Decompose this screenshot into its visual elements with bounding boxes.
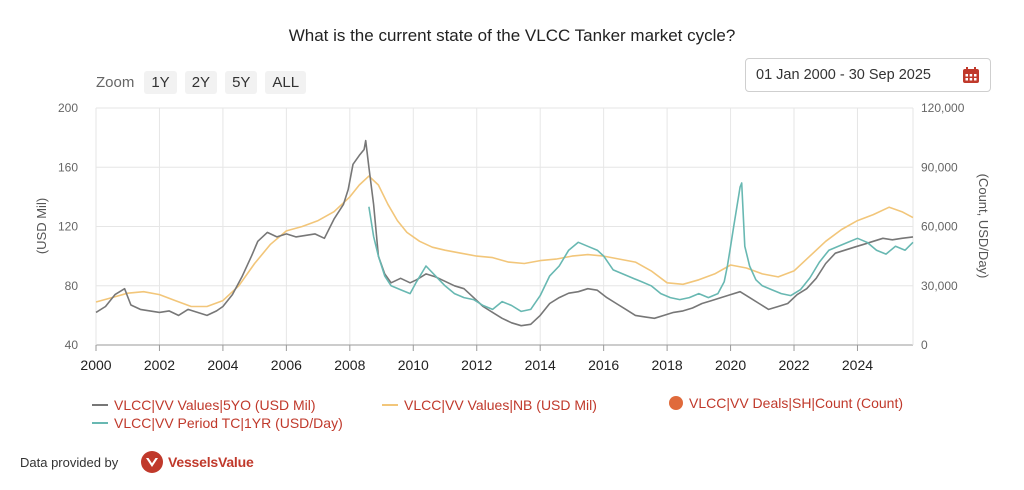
y-axis-left-label: (USD Mil) bbox=[34, 198, 49, 254]
legend-item-period-tc[interactable]: VLCC|VV Period TC|1YR (USD/Day) bbox=[92, 415, 343, 431]
x-tick-label: 2000 bbox=[80, 357, 111, 373]
legend-swatch-values-nb bbox=[382, 404, 398, 406]
calendar-icon[interactable] bbox=[962, 66, 980, 84]
zoom-2y-button[interactable]: 2Y bbox=[184, 71, 218, 94]
x-tick-label: 2008 bbox=[334, 357, 365, 373]
vesselsvalue-logo[interactable]: VesselsValue bbox=[140, 450, 254, 474]
y-left-tick-label: 80 bbox=[65, 279, 79, 293]
brand-name: VesselsValue bbox=[168, 454, 254, 470]
legend-label-period-tc: VLCC|VV Period TC|1YR (USD/Day) bbox=[114, 415, 343, 431]
legend-item-values-nb[interactable]: VLCC|VV Values|NB (USD Mil) bbox=[382, 397, 597, 413]
legend-swatch-values-5yo bbox=[92, 404, 108, 406]
x-tick-label: 2014 bbox=[525, 357, 556, 373]
y-right-tick-label: 30,000 bbox=[921, 279, 958, 293]
x-tick-label: 2016 bbox=[588, 357, 619, 373]
legend-label-values-5yo: VLCC|VV Values|5YO (USD Mil) bbox=[114, 397, 316, 413]
legend-dot-deals bbox=[669, 396, 683, 410]
y-left-tick-label: 120 bbox=[58, 220, 78, 234]
vesselsvalue-logo-icon bbox=[141, 451, 163, 473]
chart-canvas: 2000 2002 2004 2006 2008 2010 2012 2014 2016 2018… bbox=[34, 101, 991, 373]
legend-item-values-5yo[interactable]: VLCC|VV Values|5YO (USD Mil) bbox=[92, 397, 316, 413]
series-line-values-5yo bbox=[95, 139, 914, 327]
legend-label-values-nb: VLCC|VV Values|NB (USD Mil) bbox=[404, 397, 597, 413]
y-axis-right-label: (Count, USD/Day) bbox=[976, 174, 991, 279]
x-tick-label: 2002 bbox=[144, 357, 175, 373]
date-range-picker[interactable]: 01 Jan 2000 - 30 Sep 2025 bbox=[745, 58, 991, 92]
x-tick-label: 2020 bbox=[715, 357, 746, 373]
x-tick-label: 2004 bbox=[207, 357, 238, 373]
y-right-tick-label: 120,000 bbox=[921, 101, 965, 115]
y-left-tick-label: 160 bbox=[58, 160, 78, 174]
chart-title: What is the current state of the VLCC Ta… bbox=[288, 26, 736, 45]
series-line-period-tc bbox=[368, 182, 914, 313]
legend-label-deals: VLCC|VV Deals|SH|Count (Count) bbox=[689, 395, 903, 411]
x-tick-label: 2024 bbox=[842, 357, 873, 373]
zoom-5y-button[interactable]: 5Y bbox=[225, 71, 258, 94]
zoom-controls: Zoom 1Y 2Y 5Y ALL bbox=[96, 71, 307, 94]
y-left-tick-label: 200 bbox=[58, 101, 78, 115]
y-right-tick-label: 60,000 bbox=[921, 220, 958, 234]
zoom-1y-button[interactable]: 1Y bbox=[144, 71, 177, 94]
x-tick-label: 2018 bbox=[652, 357, 683, 373]
y-right-tick-label: 90,000 bbox=[921, 160, 958, 174]
y-right-tick-label: 0 bbox=[921, 338, 928, 352]
date-range-value: 01 Jan 2000 - 30 Sep 2025 bbox=[756, 67, 931, 83]
x-tick-label: 2022 bbox=[778, 357, 809, 373]
legend-swatch-period-tc bbox=[92, 422, 108, 424]
x-tick-label: 2010 bbox=[398, 357, 429, 373]
legend-item-deals[interactable]: VLCC|VV Deals|SH|Count (Count) bbox=[669, 395, 903, 411]
zoom-all-button[interactable]: ALL bbox=[265, 71, 307, 94]
y-left-tick-label: 40 bbox=[65, 338, 79, 352]
x-tick-label: 2012 bbox=[461, 357, 492, 373]
data-provided-by-label: Data provided by bbox=[20, 455, 119, 470]
x-tick-label: 2006 bbox=[271, 357, 302, 373]
zoom-label: Zoom bbox=[96, 74, 135, 91]
series-line-values-nb bbox=[95, 175, 914, 308]
